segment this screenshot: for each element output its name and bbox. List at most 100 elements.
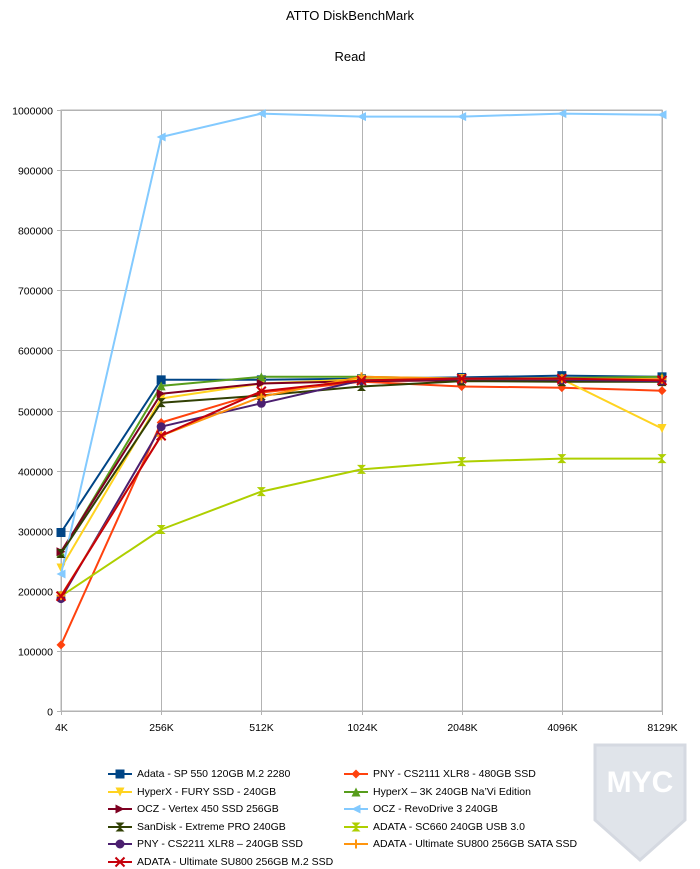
series-7 <box>56 454 667 601</box>
x-tick-label: 2048K <box>447 722 477 734</box>
legend-label: ADATA - SC660 240GB USB 3.0 <box>373 820 525 833</box>
data-point <box>155 430 167 441</box>
logo-watermark: MYC <box>593 743 687 863</box>
data-point <box>357 464 366 474</box>
data-point <box>56 569 66 579</box>
legend-swatch <box>344 787 368 796</box>
data-point <box>657 386 667 396</box>
legend-swatch <box>344 769 368 779</box>
y-tick-label: 400000 <box>18 467 53 479</box>
legend-swatch <box>108 787 132 796</box>
data-point <box>256 392 266 402</box>
data-point <box>156 389 166 399</box>
legend-swatch <box>108 804 132 814</box>
legend-swatch <box>344 822 368 831</box>
legend-swatch <box>344 839 368 849</box>
legend-label: OCZ - Vertex 450 SSD 256GB <box>137 803 279 815</box>
legend-swatch <box>344 804 368 814</box>
legend-marker <box>115 804 125 814</box>
series-line <box>60 378 663 600</box>
data-point <box>657 110 667 120</box>
legend-label: HyperX - FURY SSD - 240GB <box>137 785 277 798</box>
data-point <box>456 373 467 384</box>
y-tick-label: 1000000 <box>12 106 53 118</box>
legend-marker <box>115 769 125 779</box>
data-point <box>256 378 266 388</box>
legend-marker <box>351 839 361 849</box>
y-tick-label: 700000 <box>18 286 53 298</box>
x-tick-label: 1024K <box>347 722 377 734</box>
data-point <box>357 112 366 122</box>
y-tick-label: 900000 <box>18 166 53 178</box>
legend-marker <box>351 822 361 831</box>
x-tick-label: 256K <box>149 722 174 734</box>
legend-label: Adata - SP 550 120GB M.2 2280 <box>137 768 291 780</box>
data-point <box>457 112 467 122</box>
legend-marker <box>115 787 125 796</box>
svg-text:MYC: MYC <box>607 766 674 799</box>
chart-subtitle: Read <box>334 49 366 64</box>
legend-label: HyperX – 3K 240GB Na’Vi Edition <box>373 785 531 798</box>
legend-marker <box>351 804 361 814</box>
series-line <box>60 374 663 534</box>
legend-swatch <box>108 839 132 849</box>
legend-label: PNY - CS2211 XLR8 – 240GB SSD <box>137 838 303 850</box>
legend-swatch <box>108 769 132 779</box>
y-tick-label: 800000 <box>18 226 53 238</box>
data-point <box>256 109 266 119</box>
data-point <box>156 375 166 385</box>
data-point <box>356 375 367 386</box>
data-point <box>457 457 467 467</box>
y-tick-label: 200000 <box>18 587 53 599</box>
data-point <box>556 373 568 384</box>
data-point <box>156 132 166 142</box>
legend-label: ADATA - Ultimate SU800 256GB SATA SSD <box>373 838 578 850</box>
x-tick-label: 512K <box>249 722 274 734</box>
data-point <box>56 528 66 538</box>
data-point <box>256 398 266 408</box>
x-tick-label: 4K <box>55 722 68 734</box>
legend-marker <box>115 822 125 831</box>
y-tick-label: 0 <box>47 707 53 719</box>
legend-marker <box>115 839 125 849</box>
series-line <box>60 380 663 646</box>
legend-label: OCZ - RevoDrive 3 240GB <box>373 803 498 815</box>
legend-marker <box>114 856 126 867</box>
data-point <box>557 109 567 119</box>
y-tick-label: 300000 <box>18 527 53 539</box>
data-point <box>657 454 667 464</box>
data-point <box>156 398 166 408</box>
y-tick-label: 100000 <box>18 647 53 659</box>
series-line <box>60 375 663 554</box>
data-point <box>557 454 567 464</box>
data-point <box>156 422 166 432</box>
series-line <box>60 457 662 598</box>
data-point <box>256 386 267 397</box>
data-point <box>55 591 67 602</box>
y-tick-label: 600000 <box>18 346 53 358</box>
data-point <box>256 372 266 382</box>
y-tick-label: 500000 <box>18 407 53 419</box>
data-point <box>256 487 266 497</box>
legend-label: SanDisk - Extreme PRO 240GB <box>137 820 286 833</box>
legend-marker <box>351 769 361 779</box>
chart-title: ATTO DiskBenchMark <box>285 8 415 23</box>
series-1 <box>56 377 667 650</box>
data-point <box>56 549 66 559</box>
legend-swatch <box>108 856 132 867</box>
x-tick-label: 8129K <box>647 722 677 734</box>
legend-label: PNY - CS2111 XLR8 - 480GB SSD <box>373 768 536 780</box>
x-tick-label: 4096K <box>547 722 577 734</box>
data-point <box>156 381 166 391</box>
series-5 <box>56 109 667 579</box>
legend-label: ADATA - Ultimate SU800 256GB M.2 SSD <box>137 855 334 868</box>
data-point <box>656 375 668 386</box>
legend-marker <box>351 787 361 796</box>
series-line <box>60 112 663 575</box>
series-10 <box>55 373 668 602</box>
data-point <box>56 640 66 650</box>
data-point <box>657 424 667 434</box>
data-point <box>156 524 166 534</box>
legend-swatch <box>108 822 132 831</box>
